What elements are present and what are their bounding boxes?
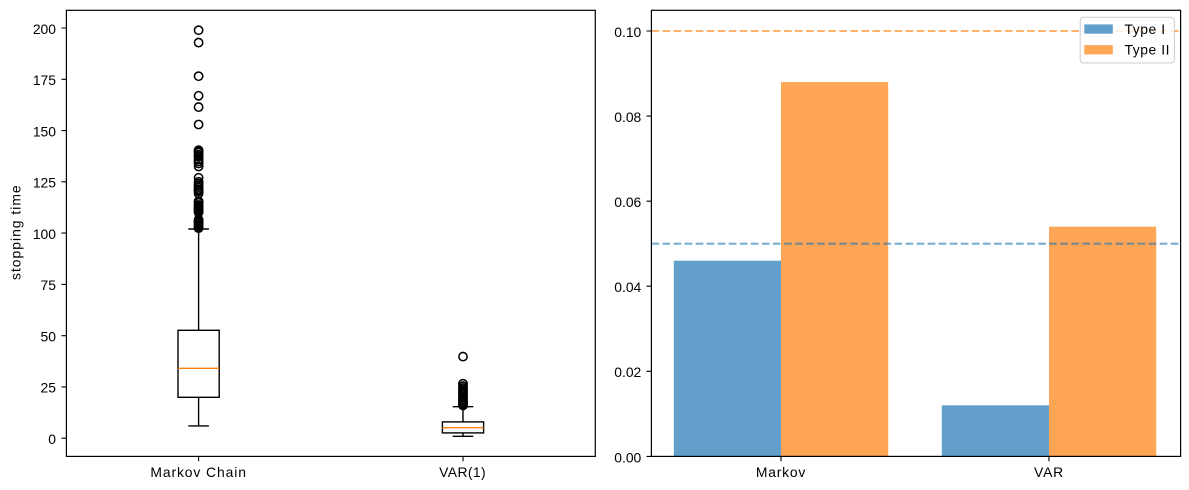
svg-text:25: 25 [41, 380, 57, 396]
svg-text:100: 100 [33, 226, 56, 242]
svg-text:175: 175 [33, 72, 56, 88]
svg-text:0.08: 0.08 [614, 109, 641, 125]
svg-text:0.10: 0.10 [614, 24, 641, 40]
svg-text:Type II: Type II [1125, 42, 1171, 58]
svg-text:stopping time: stopping time [7, 184, 23, 280]
svg-text:75: 75 [41, 277, 57, 293]
svg-text:200: 200 [33, 21, 56, 37]
svg-text:Type I: Type I [1125, 21, 1166, 37]
svg-text:VAR(1): VAR(1) [439, 464, 486, 480]
svg-text:0.00: 0.00 [614, 449, 641, 465]
svg-text:0.04: 0.04 [614, 279, 641, 295]
svg-text:VAR: VAR [1034, 464, 1064, 480]
svg-text:0: 0 [48, 431, 56, 447]
svg-text:50: 50 [41, 329, 57, 345]
svg-text:0.02: 0.02 [614, 364, 641, 380]
svg-text:Markov: Markov [756, 464, 806, 480]
svg-text:125: 125 [33, 175, 56, 191]
svg-text:150: 150 [33, 123, 56, 139]
svg-text:0.06: 0.06 [614, 194, 641, 210]
svg-text:Markov Chain: Markov Chain [150, 464, 247, 480]
